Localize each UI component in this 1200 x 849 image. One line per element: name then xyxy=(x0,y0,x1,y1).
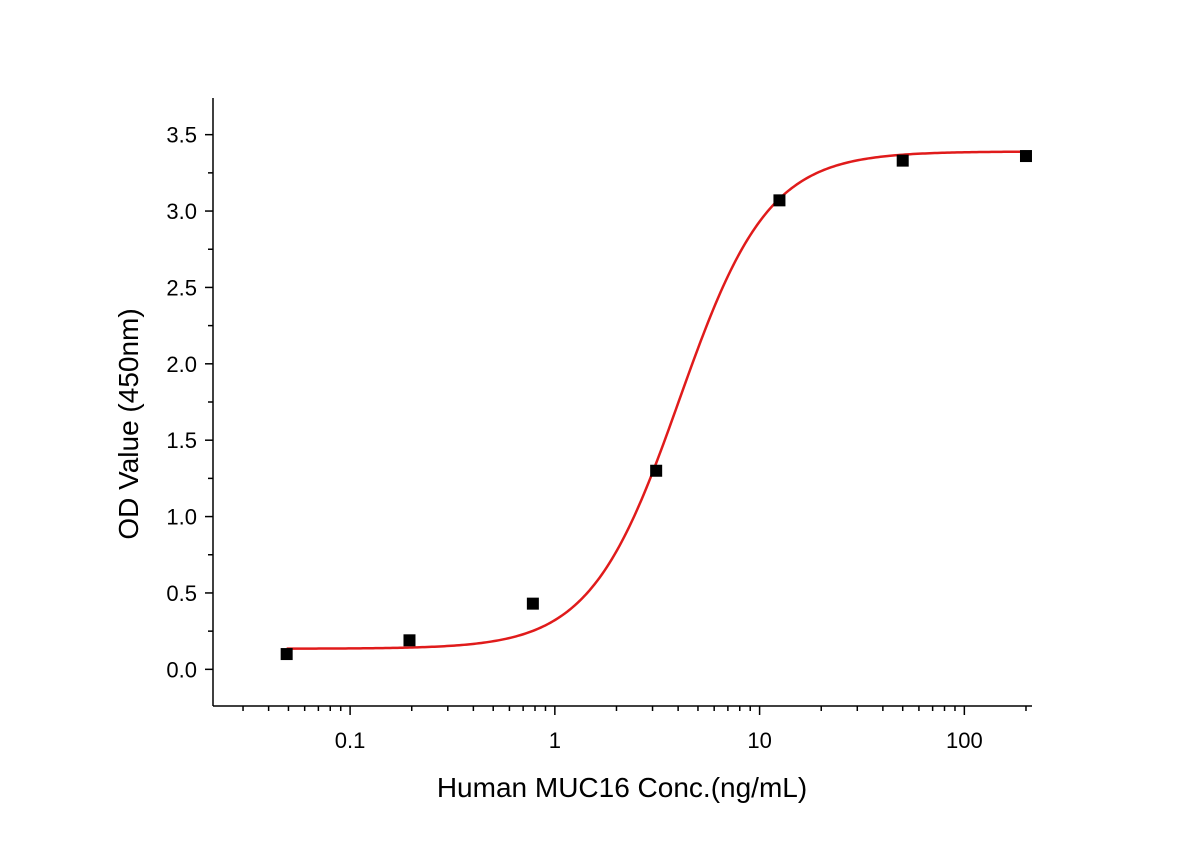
y-tick-label: 1.5 xyxy=(166,428,197,453)
points-layer xyxy=(280,150,1032,661)
fit-layer xyxy=(286,150,1026,650)
axes xyxy=(212,98,1032,707)
x-tick-label: 10 xyxy=(747,728,771,753)
y-tick-label: 3.0 xyxy=(166,199,197,224)
y-axis-title: OD Value (450nm) xyxy=(113,308,144,539)
data-point xyxy=(773,194,786,207)
fit-curve xyxy=(286,150,1026,650)
data-point xyxy=(650,464,663,477)
x-tick-label: 1 xyxy=(549,728,561,753)
y-tick-label: 0.5 xyxy=(166,581,197,606)
data-point xyxy=(280,648,293,661)
x-tick-label: 100 xyxy=(946,728,983,753)
x-axis-title: Human MUC16 Conc.(ng/mL) xyxy=(437,772,807,803)
y-tick-label: 2.5 xyxy=(166,275,197,300)
y-tick-label: 0.0 xyxy=(166,657,197,682)
y-ticks: 0.0 0.5 1.0 1.5 2.0 2.5 3.0 3.5 xyxy=(166,123,213,682)
data-point xyxy=(403,634,416,647)
data-point xyxy=(1019,150,1032,163)
x-tick-label: 0.1 xyxy=(335,728,366,753)
y-tick-label: 3.5 xyxy=(166,123,197,148)
y-tick-label: 2.0 xyxy=(166,352,197,377)
data-point xyxy=(526,597,539,610)
x-ticks: 0.1 1 10 100 xyxy=(242,706,1027,753)
y-tick-label: 1.0 xyxy=(166,505,197,530)
data-point xyxy=(896,154,909,167)
